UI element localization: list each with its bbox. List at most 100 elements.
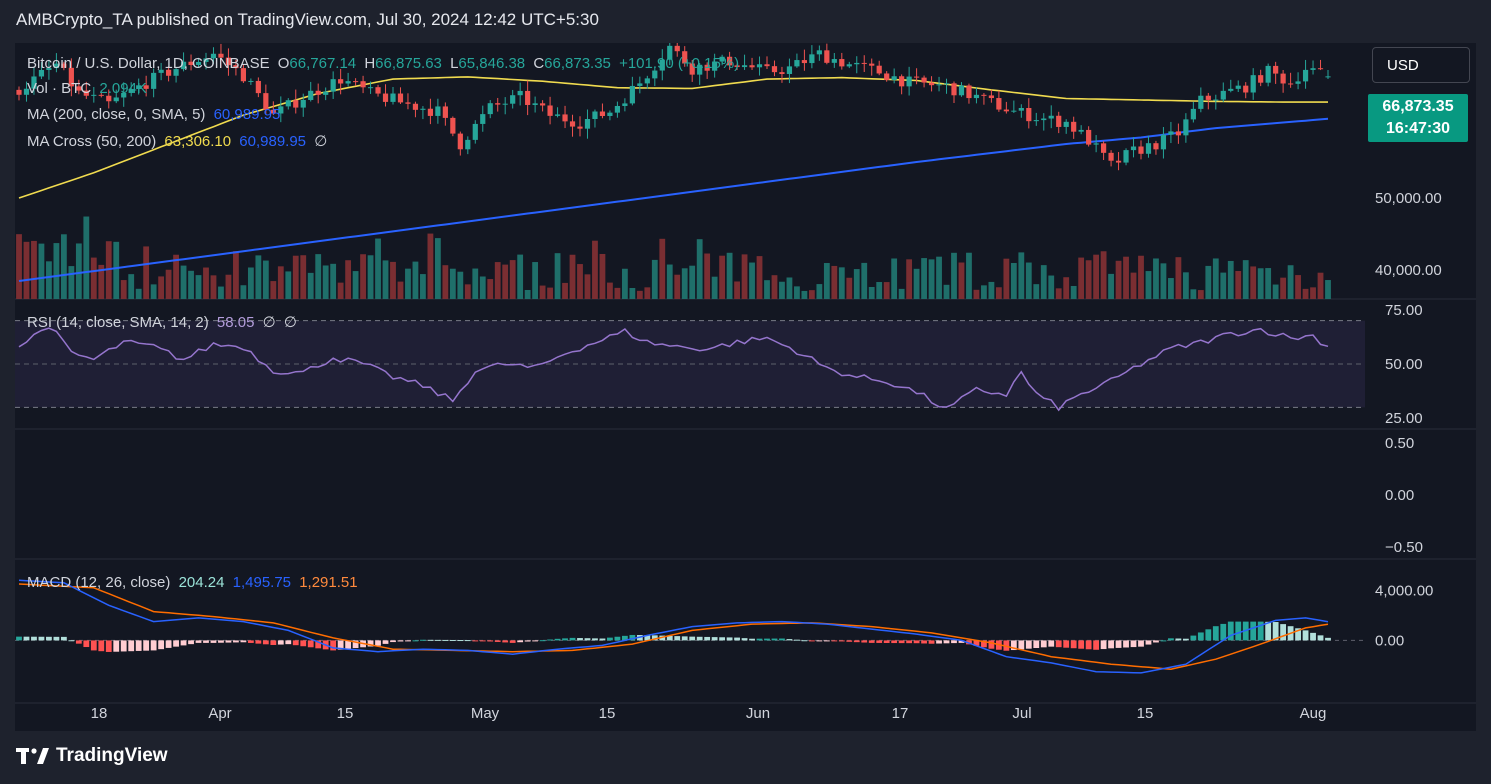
volume-bar [868,286,875,299]
macd-histogram-bar [539,640,546,642]
candle-body [263,93,269,110]
macd-histogram-bar [1063,640,1070,648]
volume-bar [1235,271,1242,299]
candle-body [712,61,718,71]
ma-cross-legend[interactable]: MA Cross (50, 200) 63,306.10 60,989.95 ∅ [27,132,331,150]
volume-bar [921,258,927,299]
candle-body [809,54,815,64]
macd-legend[interactable]: MACD (12, 26, close) 204.24 1,495.75 1,2… [27,574,362,591]
chart-canvas[interactable]: 70,000.0060,000.0050,000.0040,000.0075.0… [15,43,1476,731]
last-price: 66,873.35 [1382,98,1454,115]
volume-bar [607,282,613,299]
candle-body [487,103,493,115]
tradingview-logo[interactable]: TradingView [16,745,168,767]
volume-bar [98,264,105,299]
volume-bar [75,243,82,299]
volume-bar [711,276,718,299]
macd-histogram-bar [1153,640,1159,643]
macd-histogram-bar [861,640,868,643]
candle-body [218,53,224,58]
candle-body [629,85,635,104]
macd-histogram-bar [1160,640,1167,642]
ma-cross-extra: ∅ [314,133,328,150]
volume-bar [1063,277,1070,299]
volume-bar [1257,268,1264,299]
volume-bar [173,254,179,299]
macd-histogram-bar [457,640,464,642]
candle-body [801,60,807,64]
volume-bar [1242,260,1249,299]
candle-body [846,64,852,67]
volume-bar [771,275,778,299]
macd-histogram-bar [786,639,793,641]
candle-body [644,78,650,84]
macd-histogram-bar [382,640,389,644]
macd-axis-tick: 4,000.00 [1375,582,1433,599]
volume-label: Vol · BTC [27,80,92,97]
macd-histogram-bar [988,640,995,649]
candle-body [76,86,82,91]
volume-bar [599,253,606,299]
volume-bar [584,274,591,299]
candle-body [734,65,740,68]
volume-bar [981,285,987,299]
macd-histogram-bar [98,640,105,652]
macd-histogram-bar [1033,640,1040,649]
macd-histogram-bar [816,640,823,642]
macd-histogram-bar [1055,640,1062,648]
volume-bar [681,268,688,299]
volume-bar [1145,271,1152,299]
chart-panel[interactable]: 70,000.0060,000.0050,000.0040,000.0075.0… [15,43,1476,731]
macd-histogram-bar [554,638,561,641]
macd-histogram-bar [764,638,770,641]
macd-histogram-bar [943,640,950,644]
volume-bar [1160,263,1167,299]
macd-histogram-bar [801,640,808,642]
candle-body [569,121,576,127]
candle-body [659,59,665,71]
currency-button[interactable]: USD [1372,47,1470,83]
candle-body [592,111,598,120]
macd-histogram-bar [928,640,935,644]
candle-body [353,81,359,83]
candle-body [405,102,411,104]
volume-legend[interactable]: Vol · BTC 2.094K [27,80,151,97]
volume-bar [330,263,337,299]
candle-body [450,117,456,134]
candle-body [91,94,97,96]
candle-body [1101,143,1107,153]
volume-bar [38,243,45,299]
candle-body [966,85,972,99]
macd-histogram-bar [951,640,957,644]
candle-body [98,94,104,96]
macd-histogram-bar [195,640,202,643]
candle-body [315,90,321,95]
candle-body [928,82,935,86]
volume-bar [128,274,135,299]
volume-bar [823,263,830,299]
time-axis-tick: 15 [337,705,354,722]
macd-histogram-bar [1108,640,1114,649]
macd-histogram-bar [823,640,830,642]
candle-body [53,63,59,69]
macd-histogram-bar [906,640,913,644]
volume-bar [726,252,733,299]
candle-body [308,90,314,100]
volume-bar [255,255,262,299]
macd-histogram-bar [1280,624,1287,641]
candle-body [38,69,45,77]
ma200-legend[interactable]: MA (200, close, 0, SMA, 5) 60,989.95 [27,106,284,123]
candle-body [719,56,725,62]
macd-histogram-bar [876,640,883,643]
volume-bar [1055,288,1062,299]
volume-bar [143,246,150,299]
volume-bar [225,274,232,299]
candle-body [547,105,553,116]
macd-histogram-bar [1197,632,1204,641]
rsi-legend[interactable]: RSI (14, close, SMA, 14, 2) 58.05 ∅ ∅ [27,313,301,331]
macd-histogram-bar [375,640,381,646]
macd-signal-line [18,583,1329,670]
macd-histogram-bar [83,640,90,648]
candle-body [382,93,389,102]
candle-body [899,76,905,87]
